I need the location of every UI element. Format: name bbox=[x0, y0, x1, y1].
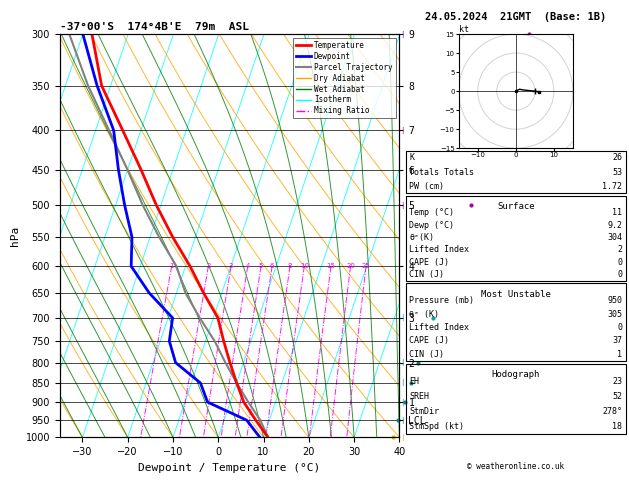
Text: 37: 37 bbox=[612, 336, 622, 346]
Text: |: | bbox=[401, 399, 404, 406]
Text: K: K bbox=[409, 153, 415, 162]
Text: Lifted Index: Lifted Index bbox=[409, 323, 469, 332]
Text: 1.72: 1.72 bbox=[602, 182, 622, 191]
Text: 20: 20 bbox=[346, 263, 355, 269]
Text: 9.2: 9.2 bbox=[607, 221, 622, 230]
Text: Hodograph: Hodograph bbox=[492, 370, 540, 379]
Text: CAPE (J): CAPE (J) bbox=[409, 258, 450, 267]
Text: |: | bbox=[401, 417, 404, 424]
Text: Lifted Index: Lifted Index bbox=[409, 245, 469, 255]
Text: |: | bbox=[401, 434, 404, 441]
Text: 10: 10 bbox=[300, 263, 309, 269]
Text: CIN (J): CIN (J) bbox=[409, 270, 445, 279]
Text: 0: 0 bbox=[617, 270, 622, 279]
Text: CAPE (J): CAPE (J) bbox=[409, 336, 450, 346]
Text: 11: 11 bbox=[612, 208, 622, 217]
Text: 0: 0 bbox=[617, 258, 622, 267]
Text: |: | bbox=[401, 314, 404, 321]
Text: Most Unstable: Most Unstable bbox=[481, 290, 551, 299]
Text: StmDir: StmDir bbox=[409, 407, 440, 416]
Text: 278°: 278° bbox=[602, 407, 622, 416]
Text: © weatheronline.co.uk: © weatheronline.co.uk bbox=[467, 462, 564, 471]
Text: 1: 1 bbox=[169, 263, 174, 269]
Text: 2: 2 bbox=[617, 245, 622, 255]
Text: 23: 23 bbox=[612, 377, 622, 386]
Legend: Temperature, Dewpoint, Parcel Trajectory, Dry Adiabat, Wet Adiabat, Isotherm, Mi: Temperature, Dewpoint, Parcel Trajectory… bbox=[292, 38, 396, 119]
Text: 26: 26 bbox=[612, 153, 622, 162]
Text: 5: 5 bbox=[259, 263, 263, 269]
Text: Pressure (mb): Pressure (mb) bbox=[409, 296, 474, 305]
Text: 15: 15 bbox=[326, 263, 335, 269]
Text: SREH: SREH bbox=[409, 392, 430, 401]
Text: 305: 305 bbox=[607, 310, 622, 319]
Text: 0: 0 bbox=[617, 323, 622, 332]
X-axis label: Dewpoint / Temperature (°C): Dewpoint / Temperature (°C) bbox=[138, 463, 321, 473]
Text: 24.05.2024  21GMT  (Base: 1B): 24.05.2024 21GMT (Base: 1B) bbox=[425, 12, 606, 22]
Text: -37°00'S  174°4B'E  79m  ASL: -37°00'S 174°4B'E 79m ASL bbox=[60, 22, 248, 32]
Text: 52: 52 bbox=[612, 392, 622, 401]
Text: 18: 18 bbox=[612, 422, 622, 431]
Text: CIN (J): CIN (J) bbox=[409, 350, 445, 359]
Text: 25: 25 bbox=[362, 263, 370, 269]
Text: 1: 1 bbox=[617, 350, 622, 359]
Text: Dewp (°C): Dewp (°C) bbox=[409, 221, 455, 230]
Text: 8: 8 bbox=[288, 263, 292, 269]
Text: 3: 3 bbox=[229, 263, 233, 269]
Text: StmSpd (kt): StmSpd (kt) bbox=[409, 422, 464, 431]
Text: Totals Totals: Totals Totals bbox=[409, 168, 474, 176]
Text: θᵉ (K): θᵉ (K) bbox=[409, 310, 440, 319]
Text: Surface: Surface bbox=[497, 202, 535, 211]
Text: |: | bbox=[401, 31, 404, 37]
Text: PW (cm): PW (cm) bbox=[409, 182, 445, 191]
Text: 6: 6 bbox=[270, 263, 274, 269]
Text: kt: kt bbox=[459, 25, 469, 34]
Y-axis label: hPa: hPa bbox=[10, 226, 20, 246]
Text: 4: 4 bbox=[245, 263, 250, 269]
Text: |: | bbox=[401, 359, 404, 366]
Text: EH: EH bbox=[409, 377, 420, 386]
Text: |: | bbox=[401, 202, 404, 208]
Text: 2: 2 bbox=[206, 263, 211, 269]
Text: 950: 950 bbox=[607, 296, 622, 305]
Text: 53: 53 bbox=[612, 168, 622, 176]
Text: θᵉ(K): θᵉ(K) bbox=[409, 233, 435, 242]
Text: 304: 304 bbox=[607, 233, 622, 242]
Text: |: | bbox=[401, 127, 404, 134]
Text: |: | bbox=[401, 380, 404, 386]
Text: Temp (°C): Temp (°C) bbox=[409, 208, 455, 217]
